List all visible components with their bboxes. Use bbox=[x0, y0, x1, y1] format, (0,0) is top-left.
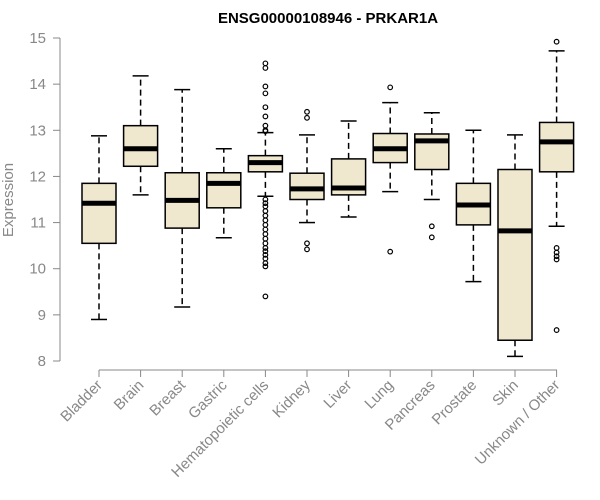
x-tick-label: Kidney bbox=[269, 376, 314, 421]
outlier-point bbox=[262, 245, 269, 251]
y-tick-label: 12 bbox=[29, 168, 46, 185]
box-prostate bbox=[455, 129, 492, 283]
box-breast bbox=[164, 88, 200, 308]
box-kidney bbox=[289, 108, 325, 253]
outlier-point bbox=[387, 248, 394, 255]
outlier-point bbox=[262, 90, 269, 97]
outlier-point bbox=[304, 108, 310, 115]
box-unknown-other bbox=[538, 38, 575, 333]
outlier-point bbox=[304, 246, 310, 253]
outlier-point bbox=[262, 293, 269, 300]
x-tick-label: Bladder bbox=[57, 377, 106, 426]
outlier-point bbox=[262, 203, 269, 210]
box-bladder bbox=[81, 135, 117, 321]
iqr-box bbox=[289, 172, 325, 201]
iqr-box bbox=[122, 124, 159, 168]
outlier-point bbox=[262, 231, 269, 238]
outlier-point bbox=[262, 251, 269, 258]
y-tick-label: 11 bbox=[30, 215, 46, 232]
box-gastric bbox=[206, 147, 242, 239]
outlier-point bbox=[553, 38, 560, 45]
outlier-point bbox=[262, 240, 269, 247]
iqr-box bbox=[538, 121, 575, 173]
outlier-point bbox=[262, 260, 269, 267]
y-ticks: 8 9 10 11 12 13 14 15 bbox=[29, 30, 60, 370]
box-hematopoietic-cells bbox=[247, 60, 284, 300]
outlier-point bbox=[262, 263, 269, 270]
outlier-point bbox=[262, 65, 269, 71]
outlier-point bbox=[428, 223, 435, 230]
outlier-point bbox=[387, 84, 394, 91]
outlier-point bbox=[553, 249, 560, 256]
outlier-point bbox=[262, 122, 269, 129]
x-tick-label: Liver bbox=[320, 377, 355, 412]
y-tick-label: 14 bbox=[29, 76, 46, 93]
outlier-point bbox=[262, 226, 269, 233]
outlier-point bbox=[262, 235, 269, 242]
box-lung bbox=[372, 84, 408, 255]
outlier-point bbox=[262, 60, 269, 67]
y-axis-label: Expression bbox=[0, 163, 17, 237]
iqr-box bbox=[497, 168, 533, 341]
x-tick-label: Brain bbox=[111, 377, 148, 414]
box-brain bbox=[122, 75, 159, 196]
box-skin bbox=[497, 134, 533, 358]
outlier-point bbox=[553, 327, 560, 333]
x-tick-label: Skin bbox=[489, 377, 522, 410]
outlier-point bbox=[553, 256, 560, 263]
chart-title: ENSG00000108946 - PRKAR1A bbox=[218, 10, 438, 27]
outlier-point bbox=[428, 234, 435, 241]
y-tick-label: 9 bbox=[38, 307, 46, 324]
box-pancreas bbox=[414, 112, 450, 241]
y-tick-label: 15 bbox=[29, 30, 46, 47]
x-tick-label: Prostate bbox=[429, 377, 481, 429]
outlier-point bbox=[262, 212, 269, 219]
outlier-point bbox=[304, 114, 310, 121]
outlier-point bbox=[262, 200, 269, 207]
outlier-point bbox=[262, 196, 269, 203]
y-tick-label: 10 bbox=[29, 261, 46, 278]
box-liver bbox=[330, 120, 367, 218]
y-tick-label: 13 bbox=[29, 122, 46, 139]
outlier-point bbox=[262, 83, 269, 90]
boxes-group bbox=[81, 38, 575, 358]
outlier-point bbox=[262, 221, 269, 228]
outlier-point bbox=[553, 245, 560, 251]
outlier-point bbox=[262, 217, 269, 224]
outlier-point bbox=[262, 128, 269, 135]
y-tick-label: 8 bbox=[38, 353, 46, 370]
outlier-point bbox=[262, 113, 269, 120]
iqr-box bbox=[81, 182, 117, 245]
x-tick-label: Breast bbox=[146, 376, 189, 419]
outlier-point bbox=[262, 248, 269, 255]
x-tick-label: Lung bbox=[361, 377, 397, 413]
iqr-box bbox=[206, 171, 242, 209]
outlier-point bbox=[262, 208, 269, 214]
outlier-point bbox=[262, 104, 269, 111]
outlier-point bbox=[553, 253, 560, 260]
outlier-point bbox=[304, 240, 310, 247]
